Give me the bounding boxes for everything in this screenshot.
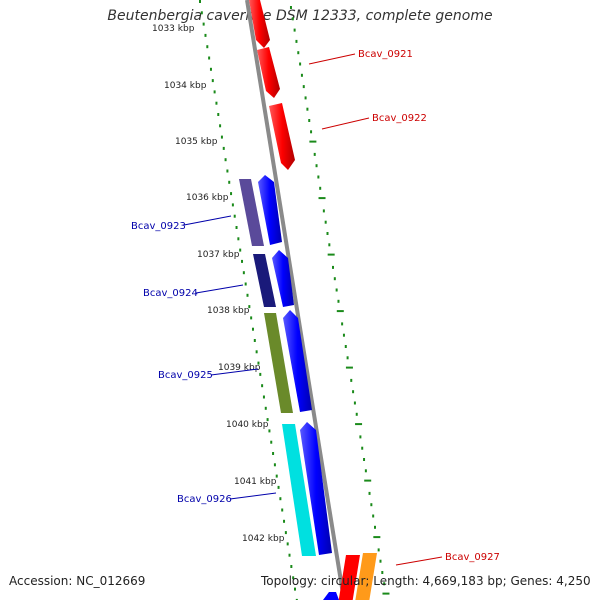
gene-label-bcav-0924[interactable]: Bcav_0924 <box>143 288 198 299</box>
label-leader <box>321 117 370 130</box>
label-leader <box>229 492 277 500</box>
ruler-label: 1038 kbp <box>207 306 250 316</box>
ruler-label: 1039 kbp <box>218 363 261 373</box>
reverse-strand <box>258 175 339 600</box>
label-leader <box>183 215 232 226</box>
gene-bcav-0924[interactable] <box>272 250 294 307</box>
cog-block-purple <box>239 179 264 246</box>
cog-block-cyan <box>282 424 316 556</box>
gene-bcav-0921[interactable] <box>257 47 280 98</box>
tick-guides <box>199 0 390 600</box>
accession-text: Accession: NC_012669 <box>9 574 146 588</box>
label-leader <box>308 53 356 65</box>
gene-bcav-0922[interactable] <box>269 103 295 170</box>
map-title: Beutenbergia cavernae DSM 12333, complet… <box>107 8 493 24</box>
gene-label-bcav-0921[interactable]: Bcav_0921 <box>358 49 413 60</box>
ruler-label: 1033 kbp <box>152 24 195 34</box>
gene-bcav-0920[interactable] <box>249 0 270 48</box>
label-leader <box>210 368 259 376</box>
gene-bcav-0925[interactable] <box>283 310 312 412</box>
ruler-label: 1036 kbp <box>186 193 229 203</box>
gene-bcav-0928[interactable] <box>323 592 339 600</box>
label-leader <box>195 284 244 294</box>
gene-bcav-0926[interactable] <box>300 422 332 555</box>
genome-summary-text: Topology: circular; Length: 4,669,183 bp… <box>261 574 591 588</box>
ruler-label: 1040 kbp <box>226 420 269 430</box>
gene-label-bcav-0922[interactable]: Bcav_0922 <box>372 113 427 124</box>
ruler-label: 1042 kbp <box>242 534 285 544</box>
gene-bcav-0923[interactable] <box>258 175 282 245</box>
ruler: 1033 kbp 1034 kbp 1035 kbp 1036 kbp 1037… <box>152 24 285 544</box>
ruler-label: 1037 kbp <box>197 250 240 260</box>
cog-block-navy <box>253 254 276 307</box>
gene-label-bcav-0926[interactable]: Bcav_0926 <box>177 494 232 505</box>
ruler-label: 1035 kbp <box>175 137 218 147</box>
forward-strand <box>249 0 377 600</box>
ruler-label: 1034 kbp <box>164 81 207 91</box>
label-leader <box>395 556 443 566</box>
gene-label-bcav-0923[interactable]: Bcav_0923 <box>131 221 186 232</box>
forward-labels: Bcav_0921 Bcav_0922 Bcav_0927 <box>308 49 500 566</box>
reverse-labels: Bcav_0923 Bcav_0924 Bcav_0925 Bcav_0926 <box>131 215 277 505</box>
gene-bcav-0927[interactable] <box>338 555 360 600</box>
cog-block-orange <box>355 553 377 600</box>
ruler-label: 1041 kbp <box>234 477 277 487</box>
cog-block-olive <box>264 313 293 413</box>
gene-label-bcav-0925[interactable]: Bcav_0925 <box>158 370 213 381</box>
cog-track <box>239 179 316 556</box>
sequence-backbone <box>245 0 346 600</box>
gene-label-bcav-0927[interactable]: Bcav_0927 <box>445 552 500 563</box>
